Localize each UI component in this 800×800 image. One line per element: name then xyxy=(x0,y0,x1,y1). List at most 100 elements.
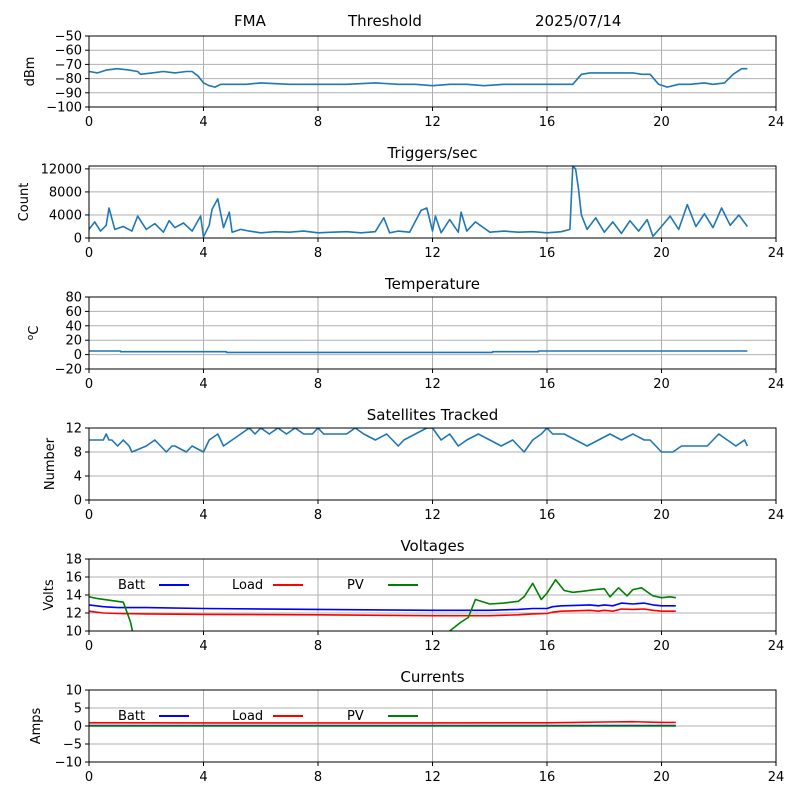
panel5-ytick-label: 12 xyxy=(65,607,82,622)
panel4-xtick-label: 24 xyxy=(768,508,785,523)
panel5-ytick-label: 10 xyxy=(65,625,82,640)
panel1-ytick-label: −70 xyxy=(55,58,82,73)
panel5-series-batt-0 xyxy=(89,602,676,612)
panel6-ytick-label: 5 xyxy=(74,702,82,717)
panel6-ylabel: Amps xyxy=(29,707,44,744)
panel2-series-line-0 xyxy=(89,166,749,238)
panel6-xtick-label: 16 xyxy=(539,770,556,785)
panel5-legend-label-load: Load xyxy=(232,578,263,593)
panel6-xtick-label: 0 xyxy=(85,770,93,785)
panel3-xtick-label: 16 xyxy=(539,377,556,392)
panel2-title: Triggers/sec xyxy=(387,144,478,162)
panel4-xtick-label: 8 xyxy=(314,508,322,523)
panel3-xtick-label: 24 xyxy=(768,377,785,392)
panel3-ytick-label: 60 xyxy=(65,305,82,320)
panel5-series-load-1 xyxy=(89,608,676,617)
panel1-xtick-label: 4 xyxy=(199,115,207,130)
panel2-xtick-label: 4 xyxy=(199,246,207,261)
panel2-ytick-label: 4000 xyxy=(49,208,82,223)
panel4-xtick-label: 4 xyxy=(199,508,207,523)
panel4-ytick-label: 8 xyxy=(74,446,82,461)
panel2-ytick-label: 0 xyxy=(74,232,82,247)
panel3-xtick-label: 12 xyxy=(424,377,441,392)
panel5-series-pv-2 xyxy=(89,578,676,631)
panel3-series-line-0 xyxy=(89,350,748,354)
panel2-ytick-label: 8000 xyxy=(49,185,82,200)
panel3-xtick-label: 4 xyxy=(199,377,207,392)
panel5-legend-label-batt: Batt xyxy=(118,578,145,593)
panel4-ytick-label: 0 xyxy=(74,494,82,509)
panel1-ylabel: dBm xyxy=(23,57,38,87)
panel6-xtick-label: 4 xyxy=(199,770,207,785)
panel6-ytick-label: −10 xyxy=(55,756,82,771)
panel6-legend-label-batt: Batt xyxy=(118,709,145,724)
panel6-xtick-label: 12 xyxy=(424,770,441,785)
panel4-title: Satellites Tracked xyxy=(367,406,498,424)
panel5-xtick-label: 20 xyxy=(653,639,670,654)
panel4-xtick-label: 20 xyxy=(653,508,670,523)
panel2-xtick-label: 20 xyxy=(653,246,670,261)
panel2-ytick-label: 12000 xyxy=(41,162,82,177)
panel6-xtick-label: 20 xyxy=(653,770,670,785)
panel5-xtick-label: 24 xyxy=(768,639,785,654)
panel6-ytick-label: −5 xyxy=(63,738,82,753)
panel2-xtick-label: 12 xyxy=(424,246,441,261)
panel1-ytick-label: −60 xyxy=(55,44,82,59)
panel5-ytick-label: 16 xyxy=(65,571,82,586)
panel2-xtick-label: 24 xyxy=(768,246,785,261)
panel6-legend-label-load: Load xyxy=(232,709,263,724)
panel6-legend-label-pv: PV xyxy=(347,709,364,724)
panel1-ytick-label: −90 xyxy=(55,86,82,101)
panel3-xtick-label: 0 xyxy=(85,377,93,392)
panel6-xtick-label: 24 xyxy=(768,770,785,785)
panel1-series-line-0 xyxy=(89,67,748,88)
panel5-ylabel: Volts xyxy=(42,579,57,611)
panel1-xtick-label: 8 xyxy=(314,115,322,130)
header-station: FMA xyxy=(234,12,266,30)
panel6-ytick-label: 10 xyxy=(65,684,82,699)
panel5-legend-label-pv: PV xyxy=(347,578,364,593)
panel5-xtick-label: 0 xyxy=(85,639,93,654)
panel5-title: Voltages xyxy=(400,537,464,555)
panel4-xtick-label: 0 xyxy=(85,508,93,523)
panel5-xtick-label: 4 xyxy=(199,639,207,654)
panel6-title: Currents xyxy=(400,668,464,686)
panel4-xtick-label: 12 xyxy=(424,508,441,523)
panel3-ytick-label: 40 xyxy=(65,319,82,334)
panel4-ylabel: Number xyxy=(43,437,58,490)
panel4-ytick-label: 4 xyxy=(74,470,82,485)
panel1-ytick-label: −50 xyxy=(55,30,82,45)
panel4-ytick-label: 12 xyxy=(65,422,82,437)
panel3-xtick-label: 8 xyxy=(314,377,322,392)
panel1-xtick-label: 12 xyxy=(424,115,441,130)
panel1-xtick-label: 20 xyxy=(653,115,670,130)
panel3-title: Temperature xyxy=(384,275,480,293)
panel5-xtick-label: 8 xyxy=(314,639,322,654)
panel5-ytick-label: 18 xyxy=(65,553,82,568)
panel1-ytick-label: −80 xyxy=(55,72,82,87)
panel1-xtick-label: 0 xyxy=(85,115,93,130)
panel2-xtick-label: 16 xyxy=(539,246,556,261)
panel3-ytick-label: 0 xyxy=(74,348,82,363)
panel3-ytick-label: 20 xyxy=(65,334,82,349)
panel2-xtick-label: 8 xyxy=(314,246,322,261)
panel5-xtick-label: 12 xyxy=(424,639,441,654)
panel1-xtick-label: 24 xyxy=(768,115,785,130)
panel4-xtick-label: 16 xyxy=(539,508,556,523)
panel6-xtick-label: 8 xyxy=(314,770,322,785)
panel3-ytick-label: −20 xyxy=(55,363,82,378)
panel5-ytick-label: 14 xyxy=(65,589,82,604)
panel2-ylabel: Count xyxy=(17,183,32,222)
panel1-ytick-label: −100 xyxy=(46,101,82,116)
panel1-xtick-label: 16 xyxy=(539,115,556,130)
panel6-series-load-1 xyxy=(89,720,676,724)
header-mode: Threshold xyxy=(348,12,422,30)
panel6-ytick-label: 0 xyxy=(74,720,82,735)
panel2-xtick-label: 0 xyxy=(85,246,93,261)
panel5-xtick-label: 16 xyxy=(539,639,556,654)
panel3-xtick-label: 20 xyxy=(653,377,670,392)
panel3-ylabel: oC xyxy=(26,326,42,341)
header-date: 2025/07/14 xyxy=(535,12,622,30)
panel4-series-line-0 xyxy=(89,428,749,453)
